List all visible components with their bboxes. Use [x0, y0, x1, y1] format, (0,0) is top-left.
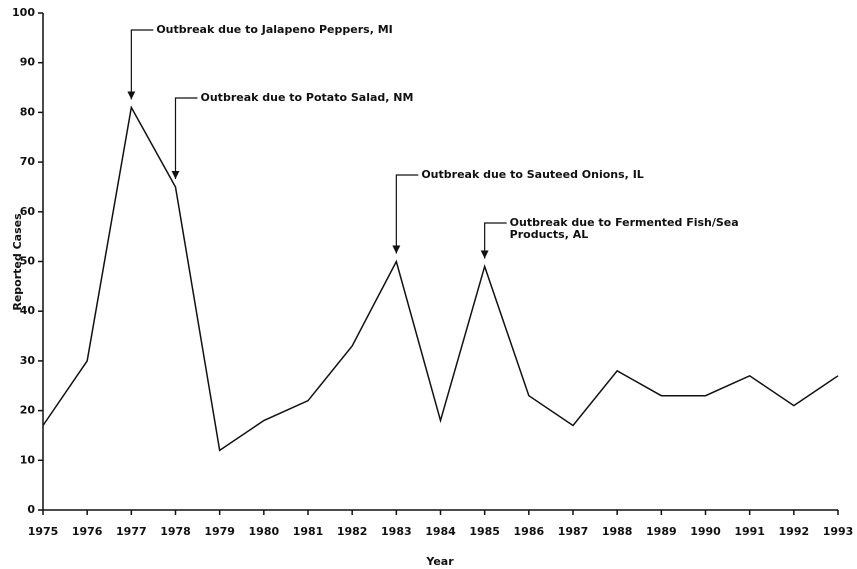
x-tick-label: 1989	[646, 525, 677, 538]
x-tick-label: 1993	[823, 525, 854, 538]
annotation-arrow	[127, 29, 154, 100]
annotation-text: Products, AL	[510, 228, 589, 241]
annotation-text: Outbreak due to Fermented Fish/Sea	[510, 216, 739, 229]
x-tick-label: 1992	[779, 525, 810, 538]
x-tick-label: 1991	[734, 525, 765, 538]
x-tick-label: 1986	[514, 525, 545, 538]
data-line	[42, 105, 839, 452]
annotation-text: Outbreak due to Jalapeno Peppers, MI	[156, 23, 392, 36]
y-axis-label: Reported Cases	[11, 213, 24, 311]
y-tick-label: 70	[20, 155, 36, 168]
y-tick-label: 90	[20, 56, 36, 69]
annotation-arrow	[392, 174, 419, 254]
x-tick-label: 1990	[690, 525, 721, 538]
x-tick-label: 1976	[72, 525, 103, 538]
x-tick-label: 1988	[602, 525, 633, 538]
x-tick-label: 1981	[293, 525, 324, 538]
y-tick-label: 80	[20, 105, 36, 118]
annotation-text: Outbreak due to Potato Salad, NM	[201, 91, 414, 104]
y-tick-label: 50	[20, 255, 36, 268]
y-tick-label: 100	[12, 6, 35, 19]
x-tick-label: 1983	[381, 525, 412, 538]
x-tick-label: 1975	[28, 525, 59, 538]
x-tick-label: 1987	[558, 525, 589, 538]
y-tick-label: 30	[20, 354, 36, 367]
y-tick-label: 20	[20, 404, 36, 417]
annotation-arrow	[480, 222, 507, 259]
x-tick-label: 1980	[249, 525, 280, 538]
y-tick-label: 60	[20, 205, 36, 218]
x-tick-label: 1979	[204, 525, 235, 538]
y-tick-label: 0	[27, 503, 35, 516]
x-tick-label: 1978	[160, 525, 191, 538]
y-tick-label: 40	[20, 304, 36, 317]
annotation-arrow	[171, 97, 198, 179]
x-tick-label: 1985	[469, 525, 500, 538]
x-tick-label: 1982	[337, 525, 368, 538]
y-tick-label: 10	[20, 453, 36, 466]
annotation-text: Outbreak due to Sauteed Onions, IL	[421, 168, 643, 181]
x-tick-label: 1977	[116, 525, 147, 538]
x-axis-label: Year	[425, 555, 454, 568]
x-tick-label: 1984	[425, 525, 456, 538]
